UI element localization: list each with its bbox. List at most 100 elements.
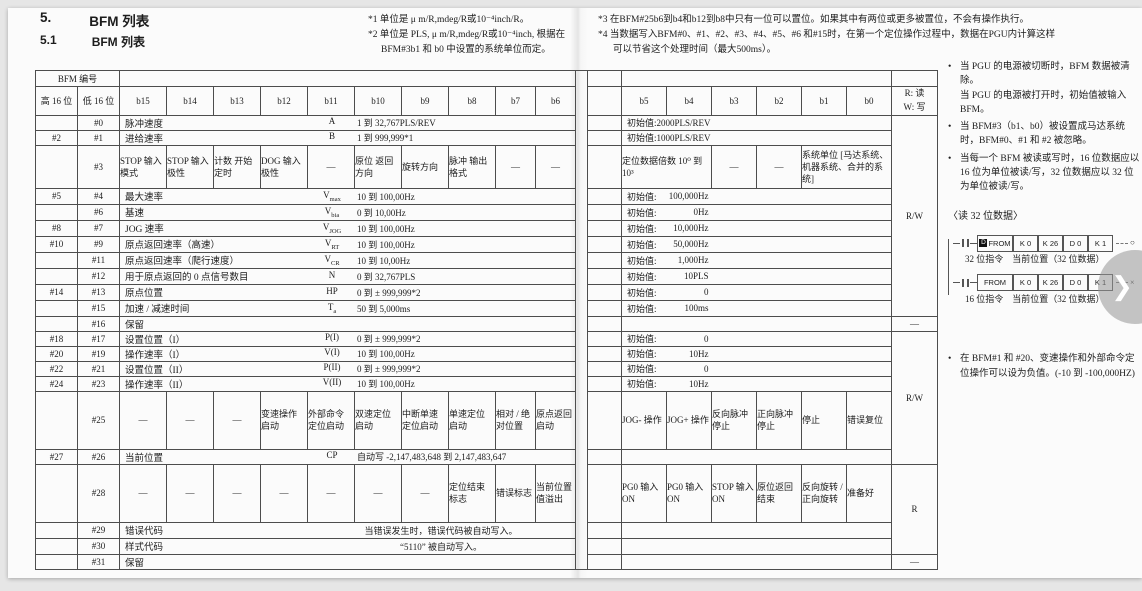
bit-header: b6 — [535, 86, 576, 116]
bfm-desc: 加速 / 减速时间 Ta 50 到 5,000ms — [119, 299, 576, 317]
table-row: #25 — — — 变速操作 启动 外部命令 定位启动 双速定位 启动 中断单速… — [35, 390, 938, 450]
initial-value-cell: 初始值: 100,000Hz — [621, 187, 892, 205]
bit-cell: 原位 返回方向 — [354, 144, 402, 189]
bfm-lo: #6 — [77, 203, 120, 221]
bfm-desc: 操作速率（II） V(II) 10 到 100,00Hz — [119, 375, 576, 392]
rw-cell: R/W — [891, 114, 938, 317]
bfm-lo: #9 — [77, 235, 120, 253]
bit-cell: 错误复位 — [846, 390, 892, 450]
bit-cell: 定位结束 标志 — [448, 463, 496, 523]
initial-value-cell: 初始值: 0 — [621, 330, 892, 347]
bit-header: b15 — [119, 86, 167, 116]
table-row: #16 保留 — — [35, 315, 938, 332]
bit-cell: 计数 开始定时 — [213, 144, 261, 189]
bfm-desc: 当前位置 CP 自动写 -2,147,483,648 到 2,147,483,647 — [119, 448, 576, 465]
bfm-number-header: BFM 编号 — [35, 70, 120, 87]
note-text: 当每一个 BFM 被读或写时，16 位数据应以 16 位为单位被读/写，32 位… — [960, 153, 1140, 193]
note-bullet: • 在 BFM#1 和 #20、变速操作和外部命令定位操作可以设为负值。(-10… — [948, 352, 1140, 381]
bfm-lo: #26 — [77, 448, 120, 465]
bfm-hi — [35, 463, 78, 523]
bit-cell: 反向脉冲 停止 — [711, 390, 757, 450]
table-row: #27 #26 当前位置 CP 自动写 -2,147,483,648 到 2,147… — [35, 448, 938, 465]
bfm-hi: #24 — [35, 375, 78, 392]
bfm-desc: 进给速率 B 1 到 999,999*1 — [119, 129, 576, 146]
bfm-hi: #14 — [35, 283, 78, 301]
bit-cell: 变速操作 启动 — [260, 390, 308, 450]
bfm-lo: #11 — [77, 251, 120, 269]
initial-value-cell: 初始值: 10Hz — [621, 345, 892, 362]
empty-header-cell — [621, 70, 892, 87]
bit-cell: — — [354, 463, 402, 523]
footnotes-left: *1 单位是 μ m/R,mdeg/R或10⁻⁴inch/R。 *2 单位是 P… — [368, 13, 596, 59]
initial-value-cell: 初始值: 0 — [621, 360, 892, 377]
bfm-hi: #20 — [35, 345, 78, 362]
table-header-row-1: BFM 编号 — [35, 70, 938, 570]
empty-header-cell — [587, 86, 622, 116]
spacer-cell — [587, 448, 622, 465]
initial-value-cell — [621, 521, 892, 539]
bfm-lo: #28 — [77, 463, 120, 523]
bfm-hi — [35, 251, 78, 269]
bfm-hi: #5 — [35, 187, 78, 205]
contact-icon — [961, 278, 964, 287]
subsection-title: BFM 列表 — [91, 35, 146, 49]
initial-value-cell: 初始值: 10Hz — [621, 375, 892, 392]
table-row: #10 #9 原点返回速率（高速） VRT 10 到 100,00Hz 初始值: 50… — [35, 235, 938, 253]
bit-cell: DOG 输入极性 — [260, 144, 308, 189]
empty-header-cell — [587, 70, 622, 87]
initial-value-cell: 初始值: 0 — [621, 283, 892, 301]
spacer-cell — [587, 537, 622, 555]
note-bullet: • 当 BFM#3（b1、b0）被设置成马达系统时，BFM#0、#1 和 #2 … — [948, 120, 1140, 149]
section-number: 5. — [40, 10, 52, 25]
note-bullet: • 当 PGU 的电源被切断时，BFM 数据被清除。 当 PGU 的电源被打开时… — [948, 60, 1140, 117]
section-title: BFM 列表 — [89, 14, 150, 29]
bfm-hi — [35, 299, 78, 317]
bfm-desc: 基速 Vbia 0 到 10,00Hz — [119, 203, 576, 221]
read-32bit-heading: 〈读 32 位数据〉 — [948, 211, 1023, 223]
bfm-lo: #1 — [77, 129, 120, 146]
rw-cell: — — [891, 553, 938, 570]
table-row: #15 加速 / 减速时间 Ta 50 到 5,000ms 初始值: 100ms — [35, 299, 938, 317]
bit-header: b4 — [666, 86, 712, 116]
note-text: 当 PGU 的电源被打开时，初始值被输入 BFM。 — [960, 90, 1127, 115]
bit-cell: 当前位置 值溢出 — [535, 463, 576, 523]
spacer-cell — [587, 129, 622, 146]
bit-header: b7 — [495, 86, 536, 116]
bit-cell: 定位数据倍数 10⁰ 到 10³ — [621, 144, 712, 189]
bfm-lo: #29 — [77, 521, 120, 539]
chevron-right-icon: ❯ — [1111, 272, 1133, 302]
rung-caption: 16 位指令 当前位置（32 位数据） — [965, 293, 1105, 304]
bfm-hi: #27 — [35, 448, 78, 465]
instruction-box: D FROM — [977, 234, 1013, 252]
table-header-row-2: 高 16 位 低 16 位 b15 b14 b13 b12 b11 b10 b9… — [35, 86, 938, 116]
bfm-desc: 保留 — [119, 315, 576, 332]
table-row: #31 保留 — — [35, 553, 938, 570]
bit-cell: JOG+ 操作 — [666, 390, 712, 450]
footnote-3: *3 在BFM#25b6到b4和b12到b8中只有一位可以置位。如果其中有两位或… — [598, 15, 1029, 25]
bit-cell: — — [213, 390, 261, 450]
bit-cell: — — [401, 463, 449, 523]
initial-value-cell — [621, 537, 892, 555]
bfm-lo: #23 — [77, 375, 120, 392]
spacer-cell — [587, 283, 622, 301]
initial-value-cell: 初始值: 0Hz — [621, 203, 892, 221]
bfm-lo: #30 — [77, 537, 120, 555]
bfm-lo: #3 — [77, 144, 120, 189]
initial-value-cell: 初始值: 100ms — [621, 299, 892, 317]
rw-header: R: 读 W: 写 — [891, 86, 938, 116]
initial-value-cell: 初始值: 50,000Hz — [621, 235, 892, 253]
bit-cell: 系统单位 [马达系统、机器系统、合并的系统] — [801, 144, 892, 189]
contact-icon — [961, 239, 964, 248]
operand-box: D 0 — [1063, 234, 1088, 252]
contact-icon — [966, 278, 969, 287]
bfm-lo: #21 — [77, 360, 120, 377]
footnote-2: *2 单位是 PLS, μ m/R,mdeg/R或10⁻⁴inch, 根据在 — [368, 30, 566, 41]
spacer-cell — [587, 390, 622, 450]
bfm-desc: 保留 — [119, 553, 576, 570]
spacer-cell — [587, 521, 622, 539]
bit-cell: — — [260, 463, 308, 523]
bit-header: b1 — [801, 86, 847, 116]
bfm-lo: #12 — [77, 267, 120, 285]
bit-cell: 正向脉冲 停止 — [756, 390, 802, 450]
bit-cell: 双速定位 启动 — [354, 390, 402, 450]
